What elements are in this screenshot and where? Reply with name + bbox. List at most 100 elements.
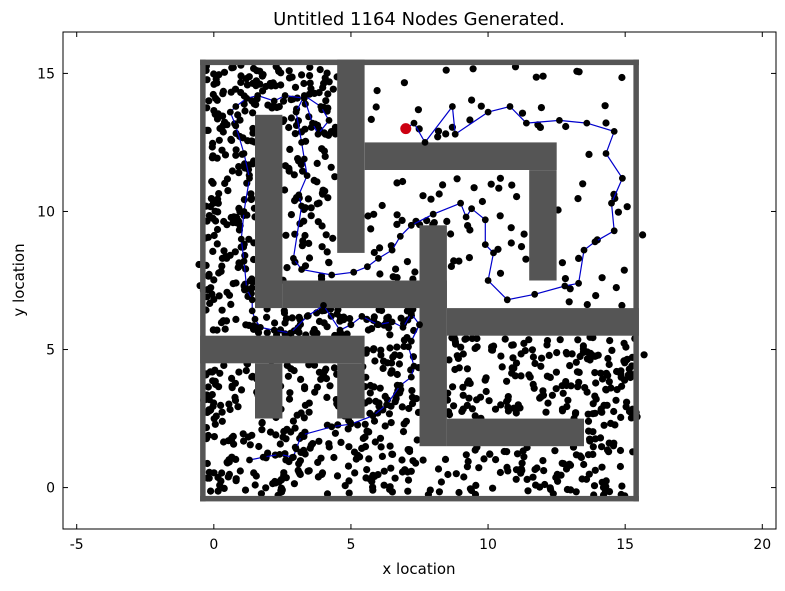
path-node xyxy=(314,130,322,138)
path-node xyxy=(240,257,248,265)
maze-wall xyxy=(337,363,365,419)
node-point xyxy=(413,436,421,444)
node-point xyxy=(248,284,256,292)
maze-wall xyxy=(419,225,447,447)
node-point xyxy=(443,217,451,225)
node-point xyxy=(625,365,633,373)
node-point xyxy=(471,412,479,420)
node-point xyxy=(462,335,470,343)
node-point xyxy=(387,464,395,472)
node-point xyxy=(300,217,308,225)
node-point xyxy=(337,438,345,446)
path-node xyxy=(591,238,599,246)
node-point xyxy=(220,361,228,369)
path-node xyxy=(396,232,404,240)
path-node xyxy=(290,255,297,262)
node-point xyxy=(579,180,587,188)
path-node xyxy=(292,445,300,453)
node-point xyxy=(541,480,549,489)
node-point xyxy=(363,346,371,354)
node-point xyxy=(402,417,410,425)
node-point xyxy=(529,473,537,481)
node-point xyxy=(213,240,221,248)
node-point xyxy=(391,474,399,482)
path-node xyxy=(375,255,382,262)
path-node xyxy=(298,139,305,146)
node-point xyxy=(248,431,256,439)
path-node xyxy=(531,290,539,298)
node-point xyxy=(517,350,525,358)
node-point xyxy=(322,231,330,239)
node-point xyxy=(235,368,243,376)
node-point xyxy=(228,136,236,144)
node-point xyxy=(591,466,599,474)
node-point xyxy=(299,237,307,245)
node-point xyxy=(281,162,289,170)
node-point xyxy=(306,63,314,71)
node-point xyxy=(281,319,289,327)
node-point xyxy=(245,235,253,243)
node-point xyxy=(333,472,342,480)
node-point xyxy=(301,383,309,391)
node-point xyxy=(212,217,220,225)
node-point xyxy=(459,350,467,358)
node-point xyxy=(627,414,636,422)
node-point xyxy=(580,460,588,469)
node-point xyxy=(612,284,620,292)
node-point xyxy=(204,126,212,134)
node-point xyxy=(559,460,568,468)
node-point xyxy=(393,211,401,219)
node-point xyxy=(204,233,212,241)
node-point xyxy=(572,488,580,496)
node-point xyxy=(318,470,326,479)
node-point xyxy=(306,72,314,80)
node-point xyxy=(288,73,296,81)
path-node xyxy=(237,235,245,243)
node-point xyxy=(313,159,321,167)
node-point xyxy=(226,405,234,414)
node-point xyxy=(285,395,294,403)
node-point xyxy=(231,85,240,93)
node-point xyxy=(516,404,524,412)
node-point xyxy=(209,247,217,255)
node-point xyxy=(325,440,333,448)
node-point xyxy=(283,425,291,433)
node-point xyxy=(293,94,301,102)
node-point xyxy=(544,399,552,407)
node-point xyxy=(496,269,505,277)
path-node xyxy=(243,285,251,293)
node-point xyxy=(313,329,321,337)
node-point xyxy=(510,404,518,412)
node-point xyxy=(591,409,599,417)
node-point xyxy=(398,456,406,464)
node-point xyxy=(368,477,376,485)
node-point xyxy=(306,444,314,452)
node-point xyxy=(552,385,560,393)
node-point xyxy=(574,383,582,391)
node-point xyxy=(575,368,583,376)
node-point xyxy=(294,117,302,125)
node-point xyxy=(282,231,290,239)
node-point xyxy=(492,456,500,464)
node-point xyxy=(501,335,509,343)
node-point xyxy=(552,473,560,482)
node-point xyxy=(331,429,339,437)
y-tick-label: 15 xyxy=(37,66,55,82)
node-point xyxy=(220,247,228,255)
path-node xyxy=(610,127,618,135)
node-point xyxy=(237,72,245,80)
node-point xyxy=(607,419,615,427)
node-point xyxy=(586,435,594,443)
node-point xyxy=(620,266,628,274)
node-point xyxy=(249,372,257,380)
x-tick-label: -5 xyxy=(70,537,84,553)
path-node xyxy=(407,221,415,229)
node-point xyxy=(271,319,279,327)
node-point xyxy=(237,243,245,251)
node-point xyxy=(296,315,304,323)
node-point xyxy=(503,377,511,385)
node-point xyxy=(277,487,285,495)
node-point xyxy=(408,387,416,395)
node-point xyxy=(393,179,401,187)
maze-wall xyxy=(337,59,365,253)
